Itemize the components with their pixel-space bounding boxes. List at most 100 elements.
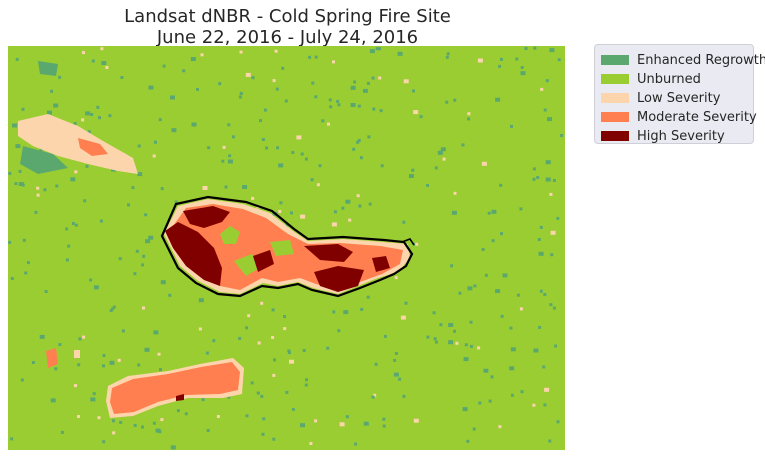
map-pixel-speck [554,344,558,348]
map-pixel-speck [65,258,69,262]
map-pixel-speck [300,152,304,156]
map-pixel-speck [326,346,330,350]
map-pixel-speck [321,119,325,123]
map-pixel-speck [26,261,30,265]
map-pixel-speck [152,154,156,158]
map-pixel-speck [491,209,497,214]
map-pixel-speck [154,140,157,144]
map-pixel-speck [87,130,91,134]
map-pixel-speck [552,179,556,182]
map-pixel-speck [43,188,47,192]
map-pixel-speck [90,113,94,116]
legend-swatch-high-severity [601,131,629,141]
map-pixel-speck [308,55,312,59]
map-pixel-speck [434,166,438,170]
map-pixel-speck [445,100,449,104]
map-pixel-speck [71,222,75,225]
map-pixel-speck [318,164,322,168]
map-pixel-speck [363,421,369,426]
map-pixel-speck [198,327,202,331]
map-pixel-speck [304,157,308,161]
map-pixel-speck [145,239,151,244]
map-pixel-speck [413,418,419,423]
map-pixel-speck [343,310,349,315]
map-pixel-speck [287,349,291,353]
map-pixel-speck [549,192,553,196]
map-pixel-speck [158,118,162,122]
map-pixel-speck [157,352,161,356]
map-pixel-speck [483,368,489,373]
map-pixel-speck [519,207,523,211]
map-pixel-speck [304,383,308,387]
map-pixel-speck [131,186,135,190]
map-pixel-speck [137,172,143,177]
map-pixel-speck [453,329,456,333]
map-pixel-speck [520,390,524,394]
map-pixel-speck [498,64,502,68]
map-pixel-speck [18,169,22,173]
unburned-island-2 [234,254,260,276]
map-pixel-speck [251,196,255,200]
map-pixel-speck [276,146,280,150]
map-pixel-speck [102,440,106,444]
legend-swatch-enhanced-regrowth [601,55,629,65]
map-pixel-speck [160,280,166,285]
map-pixel-speck [538,251,544,256]
map-pixel-speck [184,412,188,416]
map-pixel-speck [426,335,430,339]
map-pixel-speck [53,103,59,108]
map-pixel-speck [227,159,233,164]
map-pixel-speck [445,55,449,59]
map-pixel-speck [552,306,556,310]
map-pixel-speck [90,397,96,402]
map-pixel-speck [191,122,197,127]
map-pixel-speck [271,308,275,312]
map-pixel-speck [281,66,285,70]
legend-label: Unburned [637,71,701,87]
map-pixel-speck [291,407,295,411]
map-pixel-speck [380,164,384,168]
map-pixel-speck [278,210,282,213]
map-pixel-speck [112,431,116,435]
map-pixel-speck [77,363,81,367]
map-pixel-speck [272,437,276,441]
map-pixel-speck [328,98,332,102]
map-pixel-speck [359,156,363,160]
map-pixel-speck [509,326,513,330]
map-pixel-speck [105,66,109,69]
south-disturbance-patch [46,348,244,418]
south-moderate-severity [110,362,240,414]
map-pixel-speck [111,307,115,311]
map-pixel-speck [368,202,372,206]
map-pixel-speck [74,170,78,174]
map-pixel-speck [413,110,419,115]
map-pixel-speck [499,57,503,61]
map-pixel-speck [411,168,415,172]
map-pixel-speck [170,95,175,100]
map-pixel-speck [20,378,24,382]
legend-label: Enhanced Regrowth [637,52,765,68]
map-pixel-speck [509,366,515,371]
map-pixel-speck [339,422,345,427]
map-pixel-speck [261,432,265,436]
map-pixel-speck [260,301,264,305]
map-pixel-speck [499,183,503,187]
north-regrowth-speck [38,61,58,76]
map-pixel-speck [350,85,356,90]
map-pixel-speck [491,239,495,243]
map-pixel-speck [201,398,205,402]
legend: Enhanced Regrowth Unburned Low Severity … [594,44,765,144]
map-pixel-speck [221,159,225,163]
map-pixel-speck [260,394,264,398]
fire-perimeter-outline [160,195,414,298]
map-pixel-speck [314,55,318,59]
map-pixel-speck [283,315,286,318]
map-pixel-speck [466,439,470,443]
map-pixel-speck [245,414,249,418]
map-pixel-speck [78,337,82,341]
map-pixel-speck [206,429,210,432]
map-pixel-speck [439,323,443,327]
map-pixel-speck [39,148,43,152]
map-pixel-speck [296,135,302,140]
map-pixel-speck [413,242,416,246]
